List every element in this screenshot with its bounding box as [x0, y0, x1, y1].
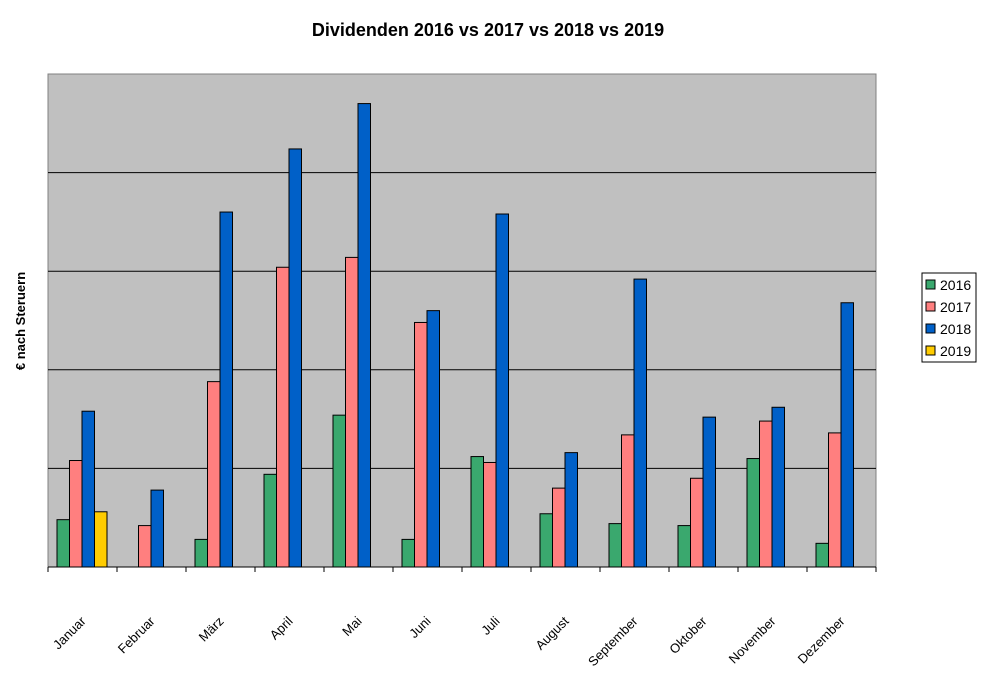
bar-2017-Januar [69, 460, 83, 568]
bar-2018-Mai [357, 103, 371, 568]
bar-2018-Januar [81, 410, 95, 568]
bar-2016-Dezember [815, 542, 829, 568]
x-tick-label: Januar [50, 613, 89, 652]
bar-2016-Juli [470, 456, 484, 568]
bar-2017-Juni [414, 321, 428, 568]
bar-2018-Juli [495, 213, 509, 568]
bar-2017-September [621, 434, 635, 568]
bar-2016-Januar [56, 519, 70, 568]
legend-swatch-2016 [925, 279, 936, 290]
y-axis-label: € nach Steruern [13, 272, 28, 370]
bar-2016-November [746, 458, 760, 568]
bar-2016-Juni [401, 538, 415, 568]
bars [56, 103, 854, 568]
bar-2017-August [552, 487, 566, 568]
legend-label-2017: 2017 [940, 299, 971, 315]
bar-2018-Februar [150, 489, 164, 568]
x-tick-label: Oktober [666, 613, 710, 657]
plot-area [47, 73, 877, 568]
x-tick-label: Juni [406, 613, 434, 641]
x-tick-label: Dezember [795, 613, 848, 666]
legend-swatch-2019 [925, 345, 936, 356]
bar-2016-August [539, 513, 553, 568]
x-tick-label: September [585, 613, 641, 669]
x-tick-label: Februar [115, 613, 158, 656]
bar-2018-April [288, 148, 302, 568]
bar-2018-Juni [426, 310, 440, 568]
x-tick-label: März [196, 614, 227, 645]
x-tick-label: Mai [339, 613, 364, 638]
x-tick-labels: Januar Februar März April Mai Juni Juli August S… [50, 613, 848, 669]
legend-label-2019: 2019 [940, 343, 971, 359]
legend-swatch-2018 [925, 323, 936, 334]
bar-2018-August [564, 452, 578, 568]
x-axis [47, 566, 877, 572]
bar-2017-März [207, 381, 221, 568]
x-tick-label: Juli [478, 613, 502, 637]
x-tick-label: April [267, 613, 296, 642]
x-tick-label: November [726, 613, 779, 666]
bar-2016-September [608, 523, 622, 568]
legend-label-2018: 2018 [940, 321, 971, 337]
bar-2016-Oktober [677, 525, 691, 568]
chart-title: Dividenden 2016 vs 2017 vs 2018 vs 2019 [312, 20, 664, 40]
x-tick-label: August [532, 613, 571, 652]
bar-2018-September [633, 278, 647, 568]
bar-2016-Mai [332, 414, 346, 568]
bar-2016-April [263, 473, 277, 568]
legend-swatch-2017 [925, 301, 936, 312]
bar-2017-November [759, 420, 773, 568]
bar-2017-Mai [345, 256, 359, 568]
legend: 2016 2017 2018 2019 [921, 272, 977, 363]
bar-2017-Oktober [690, 477, 704, 568]
bar-2018-Dezember [840, 302, 854, 568]
bar-2017-Februar [138, 525, 152, 568]
bar-2019-Januar [94, 511, 108, 568]
legend-label-2016: 2016 [940, 277, 971, 293]
bar-2018-Oktober [702, 416, 716, 568]
bar-2017-April [276, 266, 290, 568]
bar-2018-November [771, 406, 785, 568]
bar-2017-Juli [483, 461, 497, 568]
bar-2018-März [219, 211, 233, 568]
bar-2016-März [194, 538, 208, 568]
bar-2017-Dezember [828, 432, 842, 568]
gridlines [48, 172, 876, 469]
